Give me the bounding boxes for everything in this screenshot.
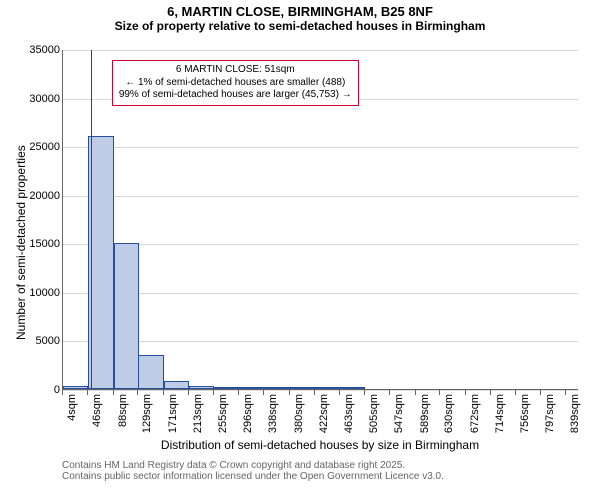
x-tick-mark (439, 390, 440, 395)
footer-line-1: Contains HM Land Registry data © Crown c… (62, 460, 444, 471)
plot-area: 6 MARTIN CLOSE: 51sqm← 1% of semi-detach… (62, 50, 578, 390)
histogram-bar (138, 355, 163, 389)
y-tick-label: 30000 (0, 93, 60, 105)
x-tick-label: 589sqm (419, 394, 431, 433)
chart-subtitle: Size of property relative to semi-detach… (0, 19, 600, 33)
x-tick-mark (465, 390, 466, 395)
y-tick-label: 10000 (0, 287, 60, 299)
x-tick-mark (163, 390, 164, 395)
x-tick-label: 88sqm (117, 394, 129, 427)
x-tick-mark (213, 390, 214, 395)
x-tick-mark (540, 390, 541, 395)
y-tick-label: 5000 (0, 335, 60, 347)
y-tick-label: 15000 (0, 238, 60, 250)
x-tick-label: 839sqm (569, 394, 581, 433)
histogram-bar (214, 387, 239, 389)
chart-footer: Contains HM Land Registry data © Crown c… (62, 460, 444, 482)
x-tick-label: 4sqm (66, 394, 78, 421)
x-tick-mark (339, 390, 340, 395)
annotation-box: 6 MARTIN CLOSE: 51sqm← 1% of semi-detach… (112, 60, 359, 106)
histogram-bar (264, 387, 289, 389)
x-tick-label: 171sqm (167, 394, 179, 433)
x-tick-mark (289, 390, 290, 395)
x-tick-mark (263, 390, 264, 395)
x-tick-mark (389, 390, 390, 395)
x-tick-mark (113, 390, 114, 395)
x-tick-label: 547sqm (393, 394, 405, 433)
annotation-line: 6 MARTIN CLOSE: 51sqm (119, 64, 352, 77)
y-tick-label: 20000 (0, 190, 60, 202)
annotation-line: ← 1% of semi-detached houses are smaller… (119, 77, 352, 90)
chart-header: 6, MARTIN CLOSE, BIRMINGHAM, B25 8NF Siz… (0, 4, 600, 33)
gridline (63, 341, 578, 342)
x-tick-mark (137, 390, 138, 395)
property-marker-line (91, 50, 92, 389)
histogram-bar (290, 387, 315, 389)
x-tick-mark (490, 390, 491, 395)
x-tick-label: 338sqm (267, 394, 279, 433)
x-tick-mark (314, 390, 315, 395)
y-tick-label: 35000 (0, 44, 60, 56)
x-tick-label: 296sqm (242, 394, 254, 433)
histogram-bar (239, 387, 264, 389)
x-tick-mark (565, 390, 566, 395)
x-tick-mark (415, 390, 416, 395)
x-tick-label: 714sqm (494, 394, 506, 433)
gridline (63, 50, 578, 51)
x-tick-mark (515, 390, 516, 395)
x-tick-label: 422sqm (318, 394, 330, 433)
x-tick-label: 380sqm (293, 394, 305, 433)
histogram-bar (63, 386, 88, 389)
footer-line-2: Contains public sector information licen… (62, 471, 444, 482)
x-tick-mark (188, 390, 189, 395)
histogram-bar (164, 381, 189, 389)
x-tick-mark (62, 390, 63, 395)
histogram-bar (315, 387, 340, 389)
x-tick-label: 213sqm (192, 394, 204, 433)
x-tick-label: 630sqm (443, 394, 455, 433)
x-tick-label: 129sqm (141, 394, 153, 433)
gridline (63, 196, 578, 197)
histogram-bar (189, 386, 214, 389)
histogram-bar (114, 243, 139, 389)
x-tick-mark (87, 390, 88, 395)
annotation-line: 99% of semi-detached houses are larger (… (119, 89, 352, 102)
y-tick-label: 25000 (0, 141, 60, 153)
y-tick-label: 0 (0, 384, 60, 396)
gridline (63, 390, 578, 391)
x-tick-label: 46sqm (91, 394, 103, 427)
chart-title: 6, MARTIN CLOSE, BIRMINGHAM, B25 8NF (0, 4, 600, 19)
gridline (63, 244, 578, 245)
gridline (63, 293, 578, 294)
gridline (63, 147, 578, 148)
x-tick-label: 505sqm (368, 394, 380, 433)
x-tick-label: 672sqm (469, 394, 481, 433)
x-tick-mark (238, 390, 239, 395)
x-tick-mark (364, 390, 365, 395)
x-tick-label: 756sqm (519, 394, 531, 433)
histogram-bar (340, 387, 365, 389)
x-axis-label: Distribution of semi-detached houses by … (62, 438, 578, 452)
x-tick-label: 255sqm (217, 394, 229, 433)
x-tick-label: 463sqm (343, 394, 355, 433)
x-tick-label: 797sqm (544, 394, 556, 433)
